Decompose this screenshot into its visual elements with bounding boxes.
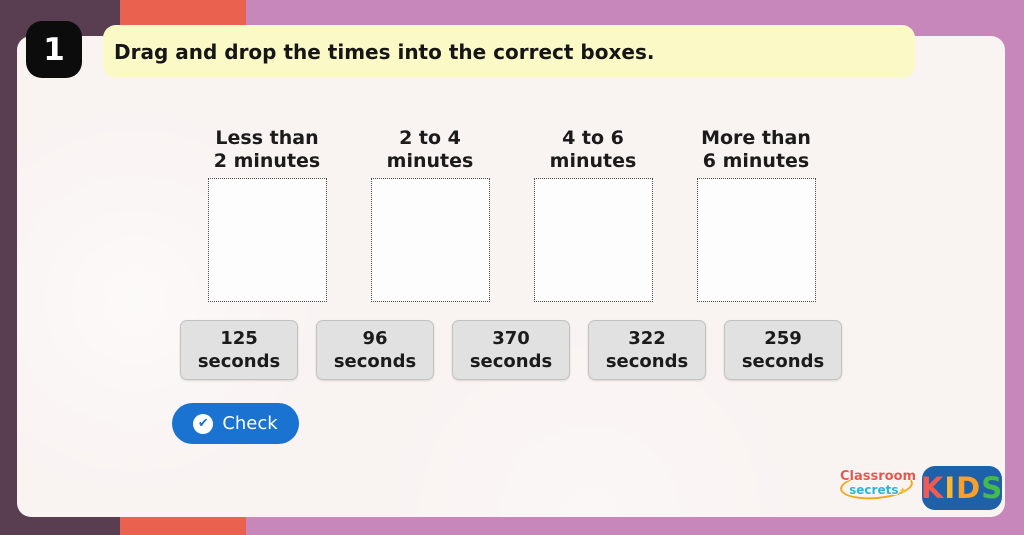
category-column-2-to-4: 2 to 4 minutes [350, 127, 510, 302]
kids-letter-d: D [956, 471, 982, 505]
category-label: More than 6 minutes [701, 127, 811, 172]
drop-box-2-to-4[interactable] [370, 178, 490, 302]
logo-text-classroom: Classroom [840, 469, 917, 484]
logo-text-secrets: secrets✦ [849, 483, 907, 497]
drop-box-more-than-6[interactable] [696, 178, 816, 302]
drag-tile-96-seconds[interactable]: 96 seconds [316, 320, 434, 380]
activity-card [17, 36, 1005, 517]
category-label: 4 to 6 minutes [549, 127, 637, 172]
category-label: 2 to 4 minutes [386, 127, 474, 172]
drag-tile-322-seconds[interactable]: 322 seconds [588, 320, 706, 380]
drag-tile-370-seconds[interactable]: 370 seconds [452, 320, 570, 380]
question-number: 1 [43, 31, 65, 68]
check-button[interactable]: ✔ Check [172, 403, 299, 444]
kids-letter-k: K [920, 471, 945, 505]
question-number-badge: 1 [26, 21, 82, 78]
check-button-label: Check [222, 413, 278, 434]
classroom-secrets-logo: Classroom secrets✦ [839, 469, 917, 508]
question-banner: Drag and drop the times into the correct… [103, 25, 915, 78]
kids-letter-s: S [981, 471, 1004, 505]
drop-box-4-to-6[interactable] [533, 178, 653, 302]
category-column-4-to-6: 4 to 6 minutes [513, 127, 673, 302]
drop-box-less-than-2[interactable] [207, 178, 327, 302]
drag-tile-259-seconds[interactable]: 259 seconds [724, 320, 842, 380]
kids-logo: K I D S [920, 466, 1004, 510]
question-prompt: Drag and drop the times into the correct… [114, 39, 655, 64]
category-column-less-than-2: Less than 2 minutes [187, 127, 347, 302]
drag-tile-125-seconds[interactable]: 125 seconds [180, 320, 298, 380]
tile-row: 125 seconds 96 seconds 370 seconds 322 s… [180, 320, 842, 380]
check-circle-icon: ✔ [193, 413, 214, 434]
category-column-more-than-6: More than 6 minutes [676, 127, 836, 302]
category-label: Less than 2 minutes [213, 127, 321, 172]
star-icon: ✦ [898, 486, 907, 497]
kids-letter-i: I [944, 471, 957, 505]
